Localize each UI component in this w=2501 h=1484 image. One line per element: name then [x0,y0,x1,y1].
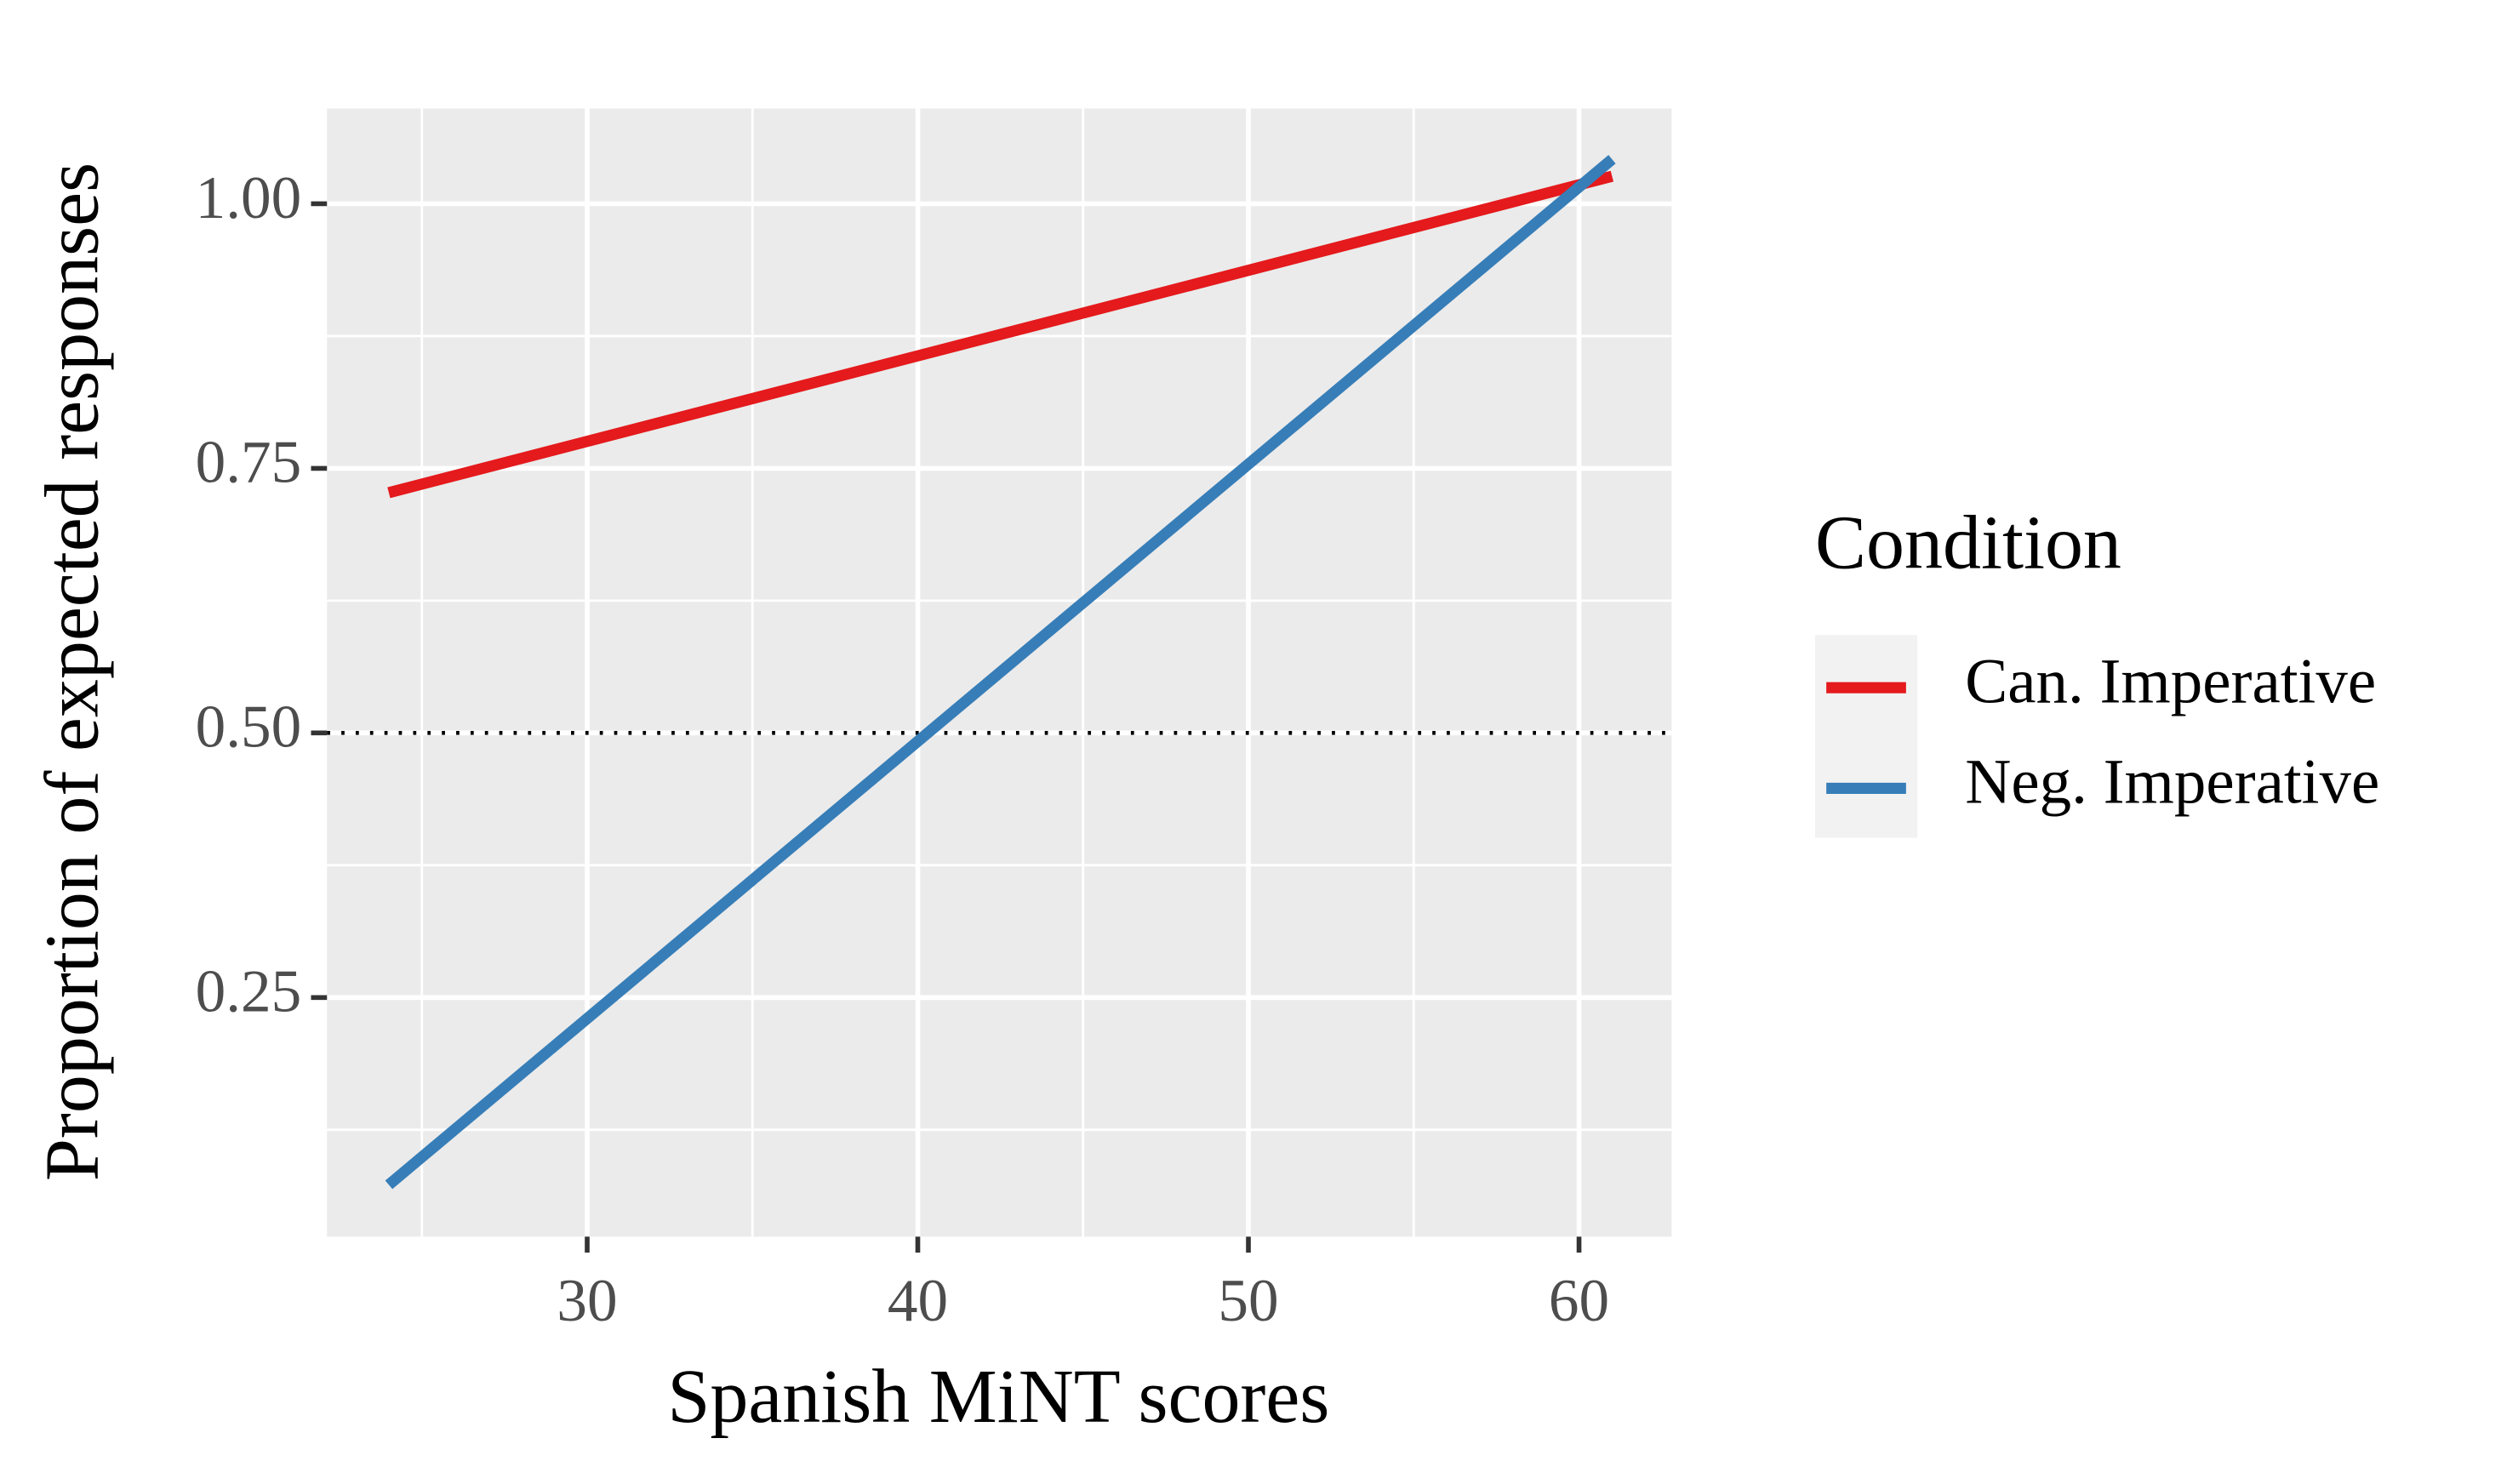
legend-label: Neg. Imperative [1965,747,2379,818]
grid [327,108,1672,1237]
x-axis-title: Spanish MiNT scores [667,1355,1329,1439]
legend-key-background [1815,635,1917,838]
legend-title: Condition [1815,501,2121,585]
y-tick-label: 0.75 [196,430,302,496]
series-line [387,170,1614,499]
y-tick-label: 0.25 [196,959,302,1025]
x-tick-label: 60 [1549,1268,1609,1334]
x-tick-label: 40 [888,1268,948,1334]
marks [327,155,1672,1190]
x-tick-label: 50 [1218,1268,1278,1334]
y-axis-title: Proportion of expected responses [30,163,114,1181]
x-tick-label: 30 [557,1268,617,1334]
y-tick-label: 1.00 [196,165,302,231]
series-line [385,155,1616,1190]
legend-label: Can. Imperative [1965,646,2376,716]
y-tick-label: 0.50 [196,694,302,761]
